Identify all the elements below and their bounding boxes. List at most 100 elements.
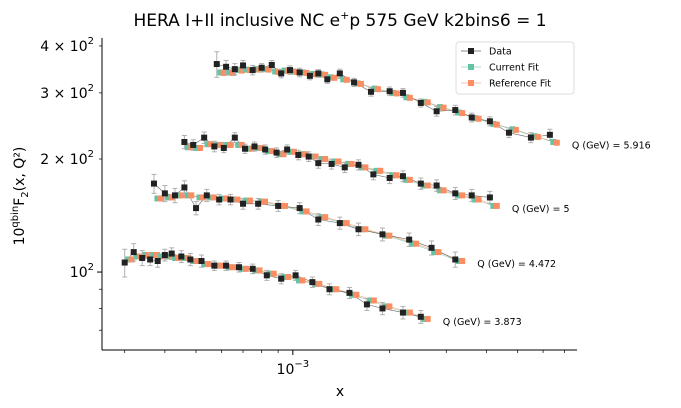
data-point xyxy=(251,143,258,150)
data-point xyxy=(341,164,348,171)
current-fit-point xyxy=(318,71,325,78)
reference-fit-point xyxy=(246,197,253,204)
current-fit-point xyxy=(267,270,274,277)
current-fit-point xyxy=(184,192,191,199)
current-fit-point xyxy=(432,249,439,256)
y-tick-label: 102 xyxy=(70,262,94,281)
reference-fit-point xyxy=(302,151,309,158)
data-point xyxy=(255,200,262,207)
reference-fit-point xyxy=(205,261,212,268)
group-label: Q (GeV) = 5 xyxy=(512,204,570,215)
current-fit-point xyxy=(300,208,307,215)
current-fit-point xyxy=(329,286,336,293)
current-fit-point xyxy=(455,109,462,116)
current-fit-point xyxy=(253,267,260,274)
data-point xyxy=(363,301,370,308)
data-point xyxy=(306,72,313,79)
current-fit-point xyxy=(235,141,242,148)
reference-fit-point xyxy=(269,148,276,155)
legend-label: Current Fit xyxy=(489,63,539,74)
reference-fit-point xyxy=(285,274,292,281)
data-point xyxy=(211,143,218,150)
reference-fit-point xyxy=(393,172,400,179)
data-point xyxy=(198,258,205,265)
data-point xyxy=(379,231,386,238)
current-fit-point xyxy=(217,69,224,76)
reference-fit-point xyxy=(333,286,340,293)
current-fit-point xyxy=(382,232,389,239)
legend-marker xyxy=(468,64,474,70)
reference-fit-point xyxy=(238,141,245,148)
current-fit-point xyxy=(421,315,428,322)
current-fit-point xyxy=(309,153,316,160)
reference-fit-point xyxy=(512,126,519,133)
data-point xyxy=(370,171,377,178)
data-point xyxy=(231,134,238,141)
current-fit-point xyxy=(184,144,191,151)
data-point xyxy=(181,138,188,145)
data-point xyxy=(187,256,194,263)
current-fit-point xyxy=(224,141,231,148)
legend-marker xyxy=(468,48,474,54)
current-fit-point xyxy=(193,144,200,151)
reference-fit-point xyxy=(188,192,195,199)
data-point xyxy=(287,67,294,74)
current-fit-point xyxy=(437,104,444,111)
current-fit-point xyxy=(318,155,325,162)
x-tick-exp: −3 xyxy=(294,359,309,370)
data-point xyxy=(296,205,303,212)
current-fit-point xyxy=(165,194,172,201)
current-fit-line xyxy=(157,195,459,262)
reference-fit-point xyxy=(303,208,310,215)
data-point xyxy=(468,192,475,199)
data-point xyxy=(486,194,493,201)
y-tick-base: 10 xyxy=(70,86,88,102)
data-point xyxy=(328,160,335,167)
data-point xyxy=(309,279,316,286)
data-point xyxy=(315,70,322,77)
series-group: Q (GeV) = 5 xyxy=(181,131,570,215)
data-point xyxy=(346,289,353,296)
data-point xyxy=(258,64,265,71)
current-fit-point xyxy=(390,89,397,96)
reference-fit-point xyxy=(282,202,289,209)
data-point xyxy=(452,190,459,197)
reference-fit-point xyxy=(413,240,420,247)
reference-fit-point xyxy=(406,176,413,183)
data-point xyxy=(193,205,200,212)
data-point xyxy=(139,254,146,261)
y-tick-exp: 2 xyxy=(88,83,94,94)
reference-fit-point xyxy=(335,158,342,165)
data-point xyxy=(121,259,128,266)
data-point xyxy=(249,265,256,272)
ylabel-base: 10 xyxy=(12,228,28,246)
x-tick-base: 10 xyxy=(277,362,295,378)
plot-area: Q (GeV) = 5.916 Q (GeV) = 5 Q (GeV) = 4.47… xyxy=(121,51,651,328)
y-tick-label: 4 × 102 xyxy=(40,36,94,55)
ylabel-f: F xyxy=(12,198,28,206)
current-fit-point xyxy=(134,253,141,260)
current-fit-point xyxy=(367,297,374,304)
data-point xyxy=(355,226,362,233)
y-tick-base: 10 xyxy=(70,39,88,55)
current-fit-point xyxy=(254,144,261,151)
data-point xyxy=(273,149,280,156)
data-point xyxy=(190,141,197,148)
current-fit-point xyxy=(472,115,479,122)
current-fit-point xyxy=(349,291,356,298)
data-point xyxy=(452,256,459,263)
current-fit-point xyxy=(235,67,242,74)
data-point xyxy=(240,200,247,207)
current-fit-point xyxy=(455,258,462,265)
y-axis-label: 10qbinF2(x, Q²) xyxy=(10,147,31,246)
current-fit-point xyxy=(243,66,250,73)
reference-fit-point xyxy=(353,291,360,298)
ylabel-rest: (x, Q²) xyxy=(12,147,28,192)
reference-fit-point xyxy=(374,86,381,93)
reference-fit-point xyxy=(370,297,377,304)
current-fit-point xyxy=(214,141,221,148)
data-point xyxy=(452,107,459,114)
current-fit-point xyxy=(196,194,203,201)
data-point xyxy=(161,190,168,197)
current-fit-point xyxy=(154,195,161,202)
